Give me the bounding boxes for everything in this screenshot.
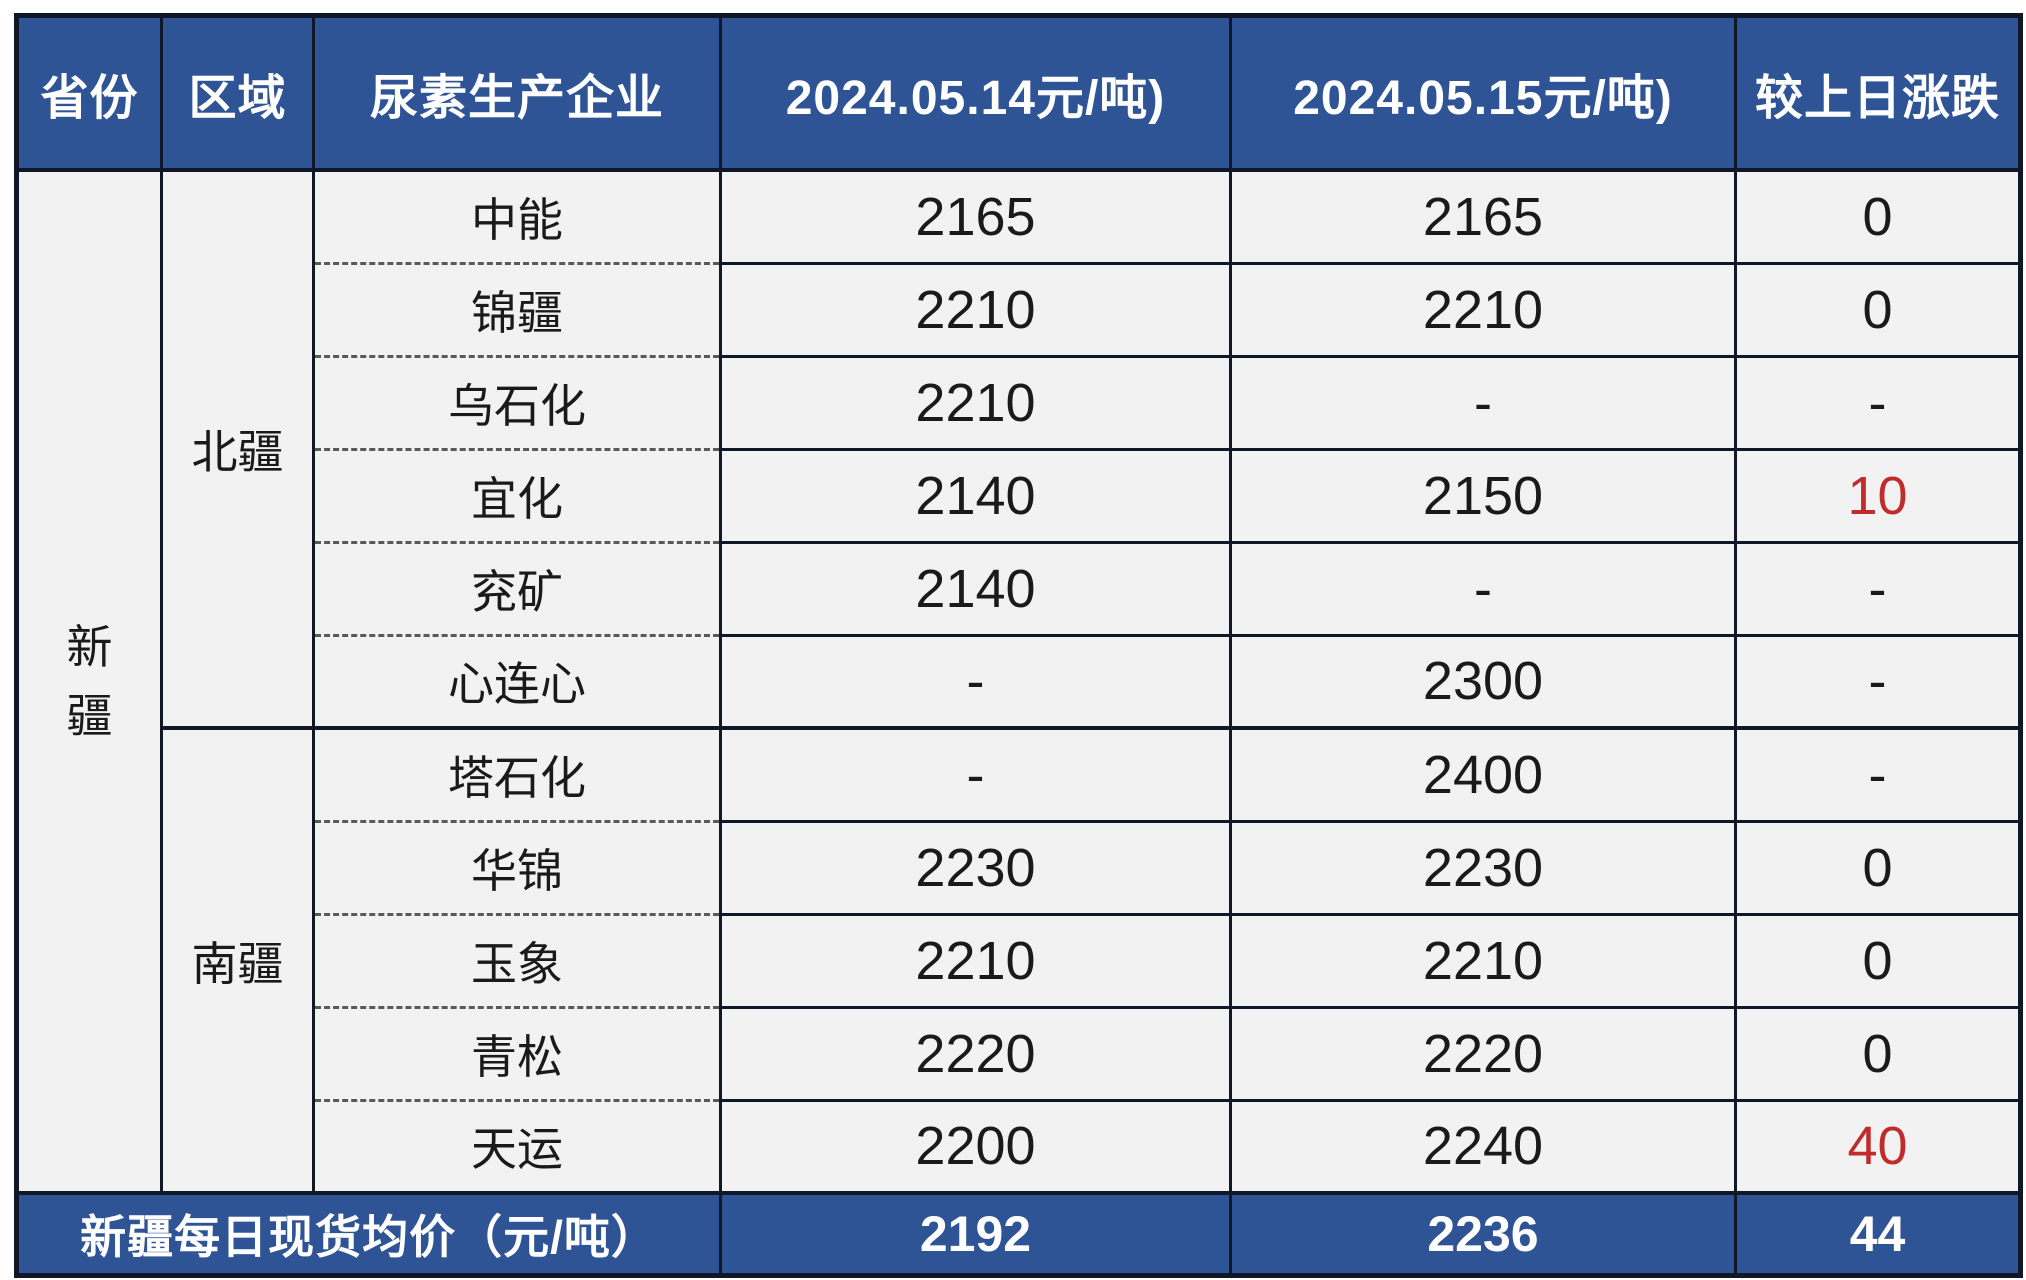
company-cell: 中能 (312, 170, 721, 265)
table-header-row: 省份 区域 尿素生产企业 2024.05.14元/吨) 2024.05.15元/… (15, 15, 2021, 172)
table-row: 华锦 2230 2230 0 (17, 821, 2021, 916)
table-row: 宜化 2140 2150 10 (17, 449, 2021, 544)
table-row: 新疆 北疆 中能 2165 2165 0 (15, 170, 2021, 1193)
header-province: 省份 (15, 15, 162, 172)
price-0514-cell: - (719, 635, 1231, 730)
company-cell: 青松 (312, 1007, 721, 1102)
header-date-0514: 2024.05.14元/吨) (719, 15, 1231, 172)
table-row: 青松 2220 2220 0 (17, 1007, 2021, 1102)
change-cell: 0 (1734, 170, 2021, 265)
price-0515-cell: 2165 (1229, 170, 1736, 265)
change-cell: 10 (1734, 449, 2021, 544)
footer-average-0515: 2236 (1229, 1191, 1736, 1275)
company-cell: 玉象 (312, 914, 721, 1009)
company-cell: 心连心 (312, 635, 721, 730)
table-row: 心连心 -2300- (17, 635, 2021, 730)
company-cell: 天运 (312, 1100, 721, 1195)
price-0515-cell: 2240 (1229, 1100, 1736, 1195)
table-row: 锦疆 2210 2210 0 (17, 263, 2021, 358)
footer-average-0514: 2192 (719, 1191, 1231, 1275)
price-0514-cell: 2140 (719, 542, 1231, 637)
table-body: 新疆 北疆 中能 2165 2165 0 锦疆 2210 2210 0 乌石化 2210- - 宜化 214… (15, 170, 2021, 1195)
price-0515-cell: 2210 (1229, 914, 1736, 1009)
price-0514-cell: 2140 (719, 449, 1231, 544)
price-0514-cell: 2230 (719, 821, 1231, 916)
change-cell: - (1734, 635, 2021, 730)
urea-price-table: 省份 区域 尿素生产企业 2024.05.14元/吨) 2024.05.15元/… (14, 13, 2023, 1278)
price-0514-cell: 2220 (719, 1007, 1231, 1102)
company-cell: 塔石化 (312, 728, 721, 823)
footer-average-change: 44 (1734, 1191, 2021, 1275)
price-0515-cell: 2210 (1229, 263, 1736, 358)
company-cell: 乌石化 (312, 356, 721, 451)
table-row: 天运 2200 2240 40 (17, 1100, 2021, 1195)
price-0515-cell: 2150 (1229, 449, 1736, 544)
price-0514-cell: - (719, 728, 1231, 823)
province-label: 新疆 (66, 620, 113, 742)
header-company: 尿素生产企业 (312, 15, 721, 172)
company-cell: 兖矿 (312, 542, 721, 637)
province-cell: 新疆 (15, 170, 162, 1193)
price-0515-cell: 2220 (1229, 1007, 1736, 1102)
change-cell: 40 (1734, 1100, 2021, 1195)
table-row: 南疆 塔石化 -2400- (17, 728, 2021, 1195)
price-0515-cell: 2400 (1229, 728, 1736, 823)
change-cell: 0 (1734, 914, 2021, 1009)
header-region: 区域 (160, 15, 314, 172)
company-cell: 锦疆 (312, 263, 721, 358)
company-cell: 华锦 (312, 821, 721, 916)
change-cell: 0 (1734, 263, 2021, 358)
change-cell: - (1734, 542, 2021, 637)
price-0514-cell: 2210 (719, 356, 1231, 451)
change-cell: - (1734, 356, 2021, 451)
price-0515-cell: - (1229, 542, 1736, 637)
region-cell: 北疆 (160, 170, 314, 730)
change-cell: - (1734, 728, 2021, 823)
footer-average-label: 新疆每日现货均价（元/吨） (15, 1191, 721, 1275)
header-date-0515: 2024.05.15元/吨) (1229, 15, 1736, 172)
change-cell: 0 (1734, 821, 2021, 916)
price-0515-cell: 2230 (1229, 821, 1736, 916)
price-0514-cell: 2210 (719, 914, 1231, 1009)
change-cell: 0 (1734, 1007, 2021, 1102)
header-change: 较上日涨跌 (1734, 15, 2021, 172)
company-cell: 宜化 (312, 449, 721, 544)
price-0514-cell: 2200 (719, 1100, 1231, 1195)
price-0514-cell: 2210 (719, 263, 1231, 358)
table-row: 玉象 2210 2210 0 (17, 914, 2021, 1009)
price-0515-cell: 2300 (1229, 635, 1736, 730)
region-cell: 南疆 (160, 728, 314, 1195)
price-0514-cell: 2165 (719, 170, 1231, 265)
table-row: 乌石化 2210- - (17, 356, 2021, 451)
table-row: 兖矿 2140- - (17, 542, 2021, 637)
table-footer-row: 新疆每日现货均价（元/吨） 2192 2236 44 (15, 1191, 2021, 1275)
price-0515-cell: - (1229, 356, 1736, 451)
